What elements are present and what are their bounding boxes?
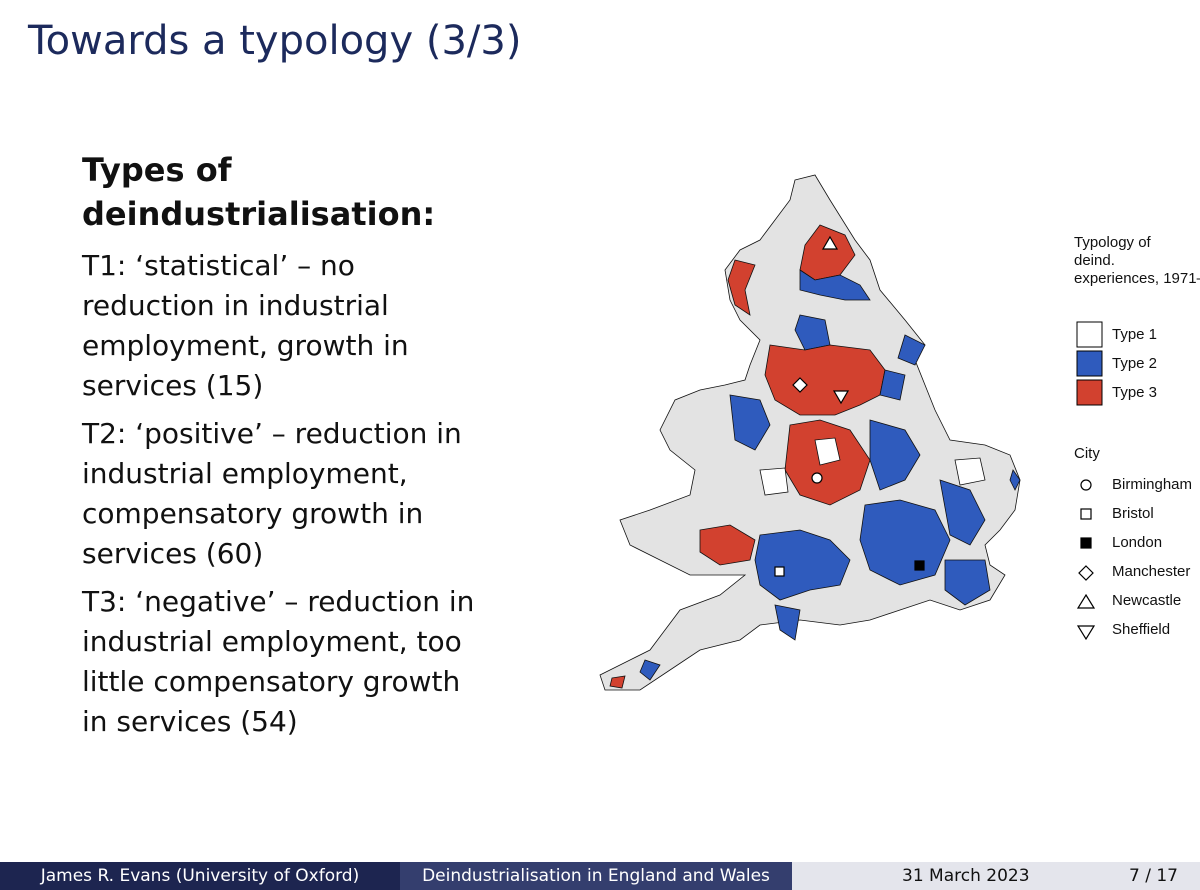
region (759, 467, 789, 496)
type-item: T3: ‘negative’ – reduction in industrial… (82, 585, 475, 738)
region (799, 269, 871, 301)
heading: Types of deindustrialisation: (82, 151, 436, 233)
city-legend-symbols (1076, 479, 1096, 641)
city-label: Bristol (1112, 505, 1154, 522)
city-marker (774, 566, 785, 577)
slide-title: Towards a typology (3/3) (28, 18, 522, 64)
type-item: T2: ‘positive’ – reduction in industrial… (82, 417, 462, 570)
footer-page: 7 / 17 (1129, 866, 1178, 886)
footer-date: 31 March 2023 (902, 866, 1030, 886)
footer-right: 31 March 2023 7 / 17 (792, 862, 1200, 890)
region (869, 419, 921, 491)
region (1009, 469, 1021, 491)
city-marker (792, 377, 808, 393)
region (729, 394, 771, 451)
legend-symbol (1080, 479, 1092, 491)
city-marker (811, 472, 823, 484)
region (727, 259, 756, 316)
region (774, 604, 801, 641)
footer-author: James R. Evans (University of Oxford) (0, 862, 400, 890)
map (599, 174, 1021, 691)
footer-talk: Deindustrialisation in England and Wales (400, 862, 792, 890)
legend-symbol (1078, 565, 1094, 581)
legend-symbol (1076, 625, 1096, 641)
region (639, 659, 661, 681)
legend-symbol (1076, 593, 1096, 609)
city-legend-title: City (1074, 445, 1100, 462)
region (859, 499, 951, 586)
legend-swatch (1076, 350, 1103, 377)
region (699, 524, 756, 566)
footer: James R. Evans (University of Oxford) De… (0, 862, 1200, 890)
legend-swatch (1076, 321, 1103, 348)
legend-label: Type 1 (1112, 326, 1157, 343)
legend-label: Type 2 (1112, 355, 1157, 372)
city-marker (821, 235, 839, 250)
type-item: T1: ‘statistical’ – no reduction in indu… (82, 249, 409, 402)
city-label: Manchester (1112, 563, 1190, 580)
region (954, 457, 986, 486)
city-marker (914, 560, 925, 571)
legend-symbol (1080, 508, 1092, 520)
city-label: Newcastle (1112, 592, 1181, 609)
legend-symbol (1080, 537, 1092, 549)
region (897, 334, 926, 366)
city-marker (832, 390, 850, 405)
city-label: Sheffield (1112, 621, 1170, 638)
city-label: Birmingham (1112, 476, 1192, 493)
city-label: London (1112, 534, 1162, 551)
legend-label: Type 3 (1112, 384, 1157, 401)
legend-swatch (1076, 379, 1103, 406)
city-markers (774, 235, 925, 577)
region (609, 675, 626, 689)
region (944, 559, 991, 606)
region (879, 369, 906, 401)
region (754, 529, 851, 601)
region (764, 344, 886, 416)
region (939, 479, 986, 546)
region (814, 437, 841, 466)
text-block: Types of deindustrialisation: T1: ‘stati… (82, 148, 492, 750)
